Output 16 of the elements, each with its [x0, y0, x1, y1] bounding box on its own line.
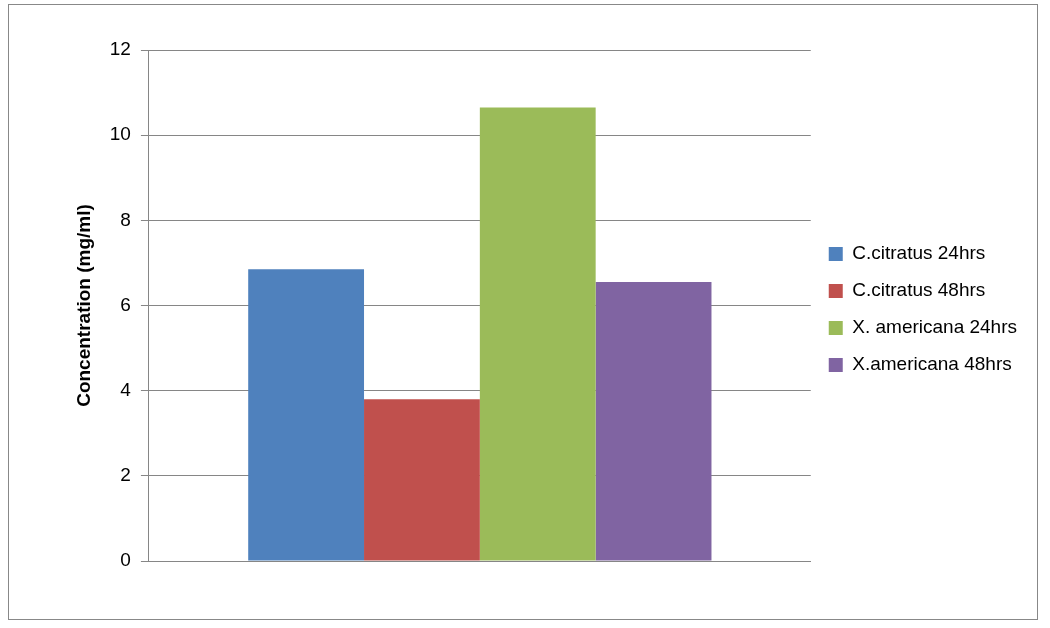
y-axis-title: Concentration (mg/ml) — [72, 204, 94, 407]
y-tick-label: 12 — [109, 38, 131, 60]
y-tick-label: 8 — [120, 208, 131, 230]
y-tick-label: 10 — [109, 123, 131, 145]
y-tick-label: 4 — [120, 378, 132, 400]
bar — [364, 399, 480, 561]
legend-label: C.citratus 24hrs — [852, 242, 986, 264]
legend-label: X.americana 48hrs — [852, 353, 1012, 375]
legend-label: X. americana 24hrs — [852, 316, 1017, 338]
legend-label: C.citratus 48hrs — [852, 279, 986, 301]
bar — [248, 269, 365, 561]
bar — [479, 107, 596, 561]
y-tick-label: 2 — [120, 464, 131, 486]
y-tick-label: 6 — [120, 293, 131, 315]
bar — [595, 282, 712, 561]
y-tick-label: 0 — [120, 549, 131, 571]
